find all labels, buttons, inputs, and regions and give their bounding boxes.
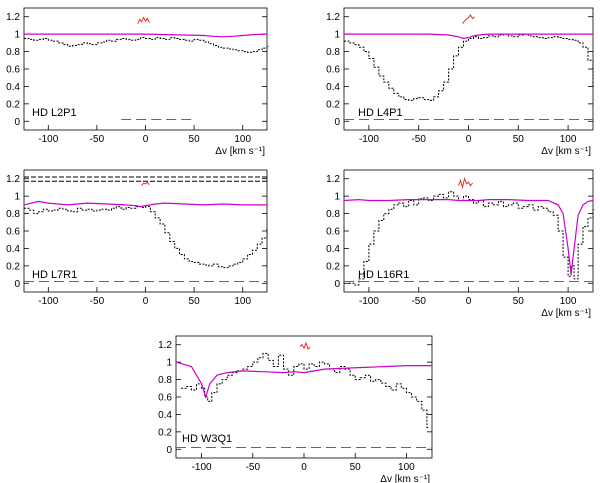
y-tick-label: 0.8 xyxy=(6,47,20,58)
x-axis-label: Δv [km s⁻¹] xyxy=(215,146,265,157)
panel-label: HD L4P1 xyxy=(358,107,403,119)
x-tick-label: 50 xyxy=(350,462,362,473)
x-tick-label: -100 xyxy=(359,134,379,145)
x-tick-label: 0 xyxy=(143,296,149,307)
panel-label: HD L16R1 xyxy=(358,269,409,281)
y-tick-label: 1.2 xyxy=(6,12,20,23)
model-fit-line xyxy=(343,198,594,275)
y-tick-label: 0.8 xyxy=(326,209,340,220)
y-tick-label: 1.2 xyxy=(326,12,340,23)
data-spectrum-line xyxy=(181,352,429,428)
x-tick-label: 50 xyxy=(513,134,525,145)
y-tick-label: 0.2 xyxy=(6,261,20,272)
data-spectrum-line xyxy=(24,37,269,53)
residual-line xyxy=(137,16,150,24)
residual-line xyxy=(458,176,473,190)
y-tick-label: 1 xyxy=(14,30,20,41)
x-tick-label: 100 xyxy=(234,296,251,307)
y-tick-label: 1.2 xyxy=(6,174,20,185)
x-tick-label: 50 xyxy=(513,296,525,307)
x-tick-label: -50 xyxy=(90,134,105,145)
x-tick-label: -50 xyxy=(411,296,426,307)
y-tick-label: 0.8 xyxy=(158,375,172,386)
y-tick-label: 0.6 xyxy=(6,227,20,238)
x-tick-label: 100 xyxy=(398,462,415,473)
y-tick-label: 1.2 xyxy=(326,174,340,185)
y-tick-label: 0.2 xyxy=(326,99,340,110)
x-tick-label: -100 xyxy=(38,296,58,307)
data-spectrum-line xyxy=(349,191,595,286)
model-fit-line xyxy=(24,33,268,38)
x-tick-label: -50 xyxy=(246,462,261,473)
y-tick-label: 0.2 xyxy=(6,99,20,110)
y-tick-label: 1.2 xyxy=(158,340,172,351)
y-tick-label: 0.8 xyxy=(326,47,340,58)
x-tick-label: 100 xyxy=(560,134,577,145)
y-tick-label: 0.8 xyxy=(6,209,20,220)
y-tick-label: 0.6 xyxy=(326,227,340,238)
y-tick-label: 1 xyxy=(334,192,340,203)
y-tick-label: 0.4 xyxy=(6,82,20,93)
model-fit-line xyxy=(23,200,267,208)
x-tick-label: -50 xyxy=(90,296,105,307)
x-tick-label: 100 xyxy=(560,296,577,307)
x-tick-label: 0 xyxy=(466,296,472,307)
data-spectrum-line xyxy=(24,206,269,269)
y-tick-label: 0.4 xyxy=(6,244,20,255)
y-tick-label: 0.6 xyxy=(158,393,172,404)
x-tick-label: -50 xyxy=(411,134,426,145)
y-tick-label: 0.6 xyxy=(6,65,20,76)
residual-line xyxy=(299,341,311,350)
y-tick-label: 0.2 xyxy=(326,261,340,272)
y-tick-label: 1 xyxy=(14,192,20,203)
x-tick-label: 100 xyxy=(234,134,251,145)
x-tick-label: 0 xyxy=(466,134,472,145)
panel-label: HD L7R1 xyxy=(32,269,77,281)
panel-label: HD W3Q1 xyxy=(182,433,232,445)
residual-line xyxy=(462,14,475,25)
x-tick-label: 50 xyxy=(189,296,201,307)
y-tick-label: 1 xyxy=(166,358,172,369)
x-axis-label: Δv [km s⁻¹] xyxy=(541,146,591,157)
x-tick-label: 0 xyxy=(301,462,307,473)
model-fit-line xyxy=(175,361,432,400)
y-tick-label: 0.4 xyxy=(326,82,340,93)
y-tick-label: 0 xyxy=(166,445,172,456)
y-tick-label: 0 xyxy=(14,117,20,128)
panel-label: HD L2P1 xyxy=(32,107,77,119)
x-tick-label: -100 xyxy=(38,134,58,145)
data-spectrum-line xyxy=(344,33,595,101)
y-tick-label: 0 xyxy=(14,279,20,290)
x-tick-label: 0 xyxy=(143,134,149,145)
residual-line xyxy=(141,181,150,187)
x-tick-label: 50 xyxy=(189,134,201,145)
x-tick-label: -100 xyxy=(359,296,379,307)
y-tick-label: 0.4 xyxy=(326,244,340,255)
x-tick-label: -100 xyxy=(192,462,212,473)
y-tick-label: 0.6 xyxy=(326,65,340,76)
y-tick-label: 0 xyxy=(334,279,340,290)
y-tick-label: 0 xyxy=(334,117,340,128)
panel-l7r1: 0 0.2 0.4 0.6 0.8 1 1.2 -100 -50 0 50 100 HD L7R1 xyxy=(6,169,269,307)
x-axis-label: Δv [km s⁻¹] xyxy=(380,474,430,483)
y-tick-label: 0.4 xyxy=(158,410,172,421)
model-fit-line xyxy=(344,33,593,40)
y-tick-label: 0.2 xyxy=(158,427,172,438)
x-axis-label: Δv [km s⁻¹] xyxy=(541,308,591,319)
y-tick-label: 1 xyxy=(334,30,340,41)
